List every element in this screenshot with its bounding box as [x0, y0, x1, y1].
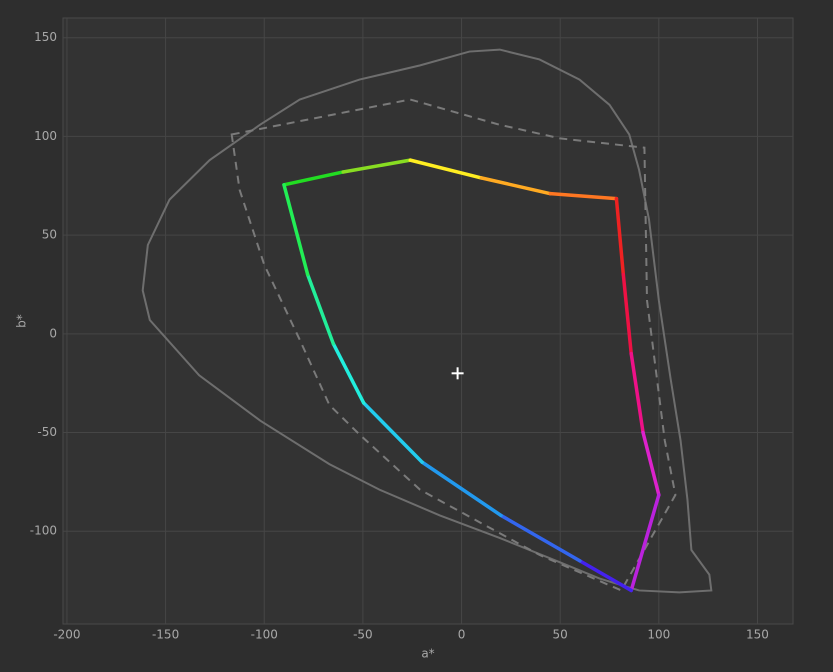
- gamut-segment: [361, 401, 424, 464]
- x-tick-label: -150: [152, 628, 179, 642]
- y-tick-label: 50: [42, 228, 57, 242]
- y-tick-label: -100: [30, 524, 57, 538]
- y-tick-label: 150: [34, 30, 57, 44]
- x-tick-label: -50: [353, 628, 373, 642]
- gamut-segment: [578, 559, 633, 593]
- gamut-segment: [282, 183, 310, 277]
- gamut-segment: [341, 158, 412, 174]
- gamut-segment: [331, 341, 366, 405]
- gamut-segment: [629, 493, 661, 593]
- gamut-segment: [614, 196, 626, 277]
- gamut-segment: [548, 191, 619, 201]
- gamut-segment: [499, 513, 582, 563]
- x-tick-label: -100: [251, 628, 278, 642]
- gamut-segment: [282, 170, 345, 187]
- gamut-segment: [305, 272, 336, 346]
- x-axis-label: a*: [421, 647, 434, 661]
- gamut-outline: [230, 98, 677, 592]
- x-tick-label: 100: [647, 628, 670, 642]
- gamut-segment: [641, 430, 661, 497]
- y-tick-label: 0: [49, 326, 57, 340]
- gamut-segment: [621, 272, 633, 356]
- gamut-segment: [408, 158, 484, 180]
- plot-area: [62, 17, 794, 625]
- y-axis-label: b*: [15, 314, 29, 328]
- y-tick-label: -50: [37, 425, 57, 439]
- y-tick-label: 100: [34, 129, 57, 143]
- gamut-segment: [420, 460, 503, 518]
- x-tick-label: 0: [458, 628, 466, 642]
- gamut-segment: [479, 176, 553, 196]
- x-tick-label: -200: [53, 628, 80, 642]
- gamut-segment: [629, 351, 645, 435]
- x-tick-label: 150: [746, 628, 769, 642]
- white-point: [451, 367, 464, 380]
- x-tick-label: 50: [553, 628, 568, 642]
